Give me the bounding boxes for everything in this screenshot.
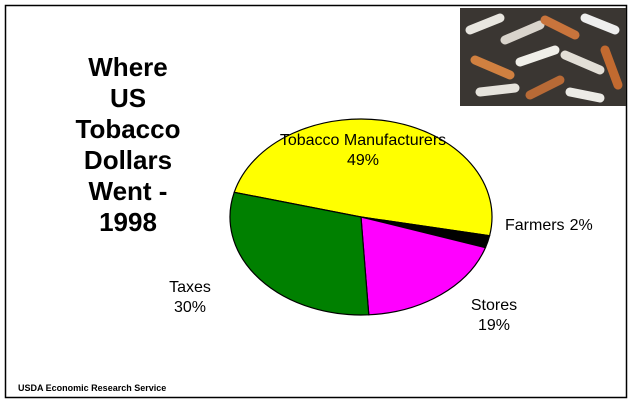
cigarette xyxy=(500,20,545,45)
pie-slice xyxy=(233,118,493,237)
category-label: Stores xyxy=(471,297,517,314)
slice-label: Stores 19% xyxy=(471,297,517,334)
cigarette xyxy=(565,87,605,103)
cigarette xyxy=(540,15,580,40)
pie-slice xyxy=(229,191,370,316)
value-label: 2% xyxy=(570,217,593,234)
category-label: Farmers xyxy=(505,217,565,234)
cigarette xyxy=(465,13,505,35)
category-label: Tobacco Manufacturers xyxy=(280,132,446,149)
value-label: 49% xyxy=(347,152,379,169)
pie-slice xyxy=(360,216,487,316)
cigarette xyxy=(470,55,515,80)
cigarette xyxy=(600,45,623,90)
cigarette xyxy=(475,83,520,97)
slice-label: Farmers 2% xyxy=(505,217,593,234)
cigarette xyxy=(560,50,605,75)
photo xyxy=(460,8,626,106)
category-label: Taxes xyxy=(169,279,211,296)
cigarette xyxy=(525,75,565,100)
cigarette xyxy=(580,13,620,35)
slice-label: Tobacco Manufacturers 49% xyxy=(280,132,446,169)
value-label: 19% xyxy=(478,317,510,334)
slice-label: Taxes 30% xyxy=(169,279,211,316)
source: USDA Economic Research Service xyxy=(18,383,166,393)
value-label: 30% xyxy=(174,299,206,316)
cigarette xyxy=(515,45,560,67)
chart-title: Where US Tobacco Dollars Went - 1998 xyxy=(75,52,181,237)
